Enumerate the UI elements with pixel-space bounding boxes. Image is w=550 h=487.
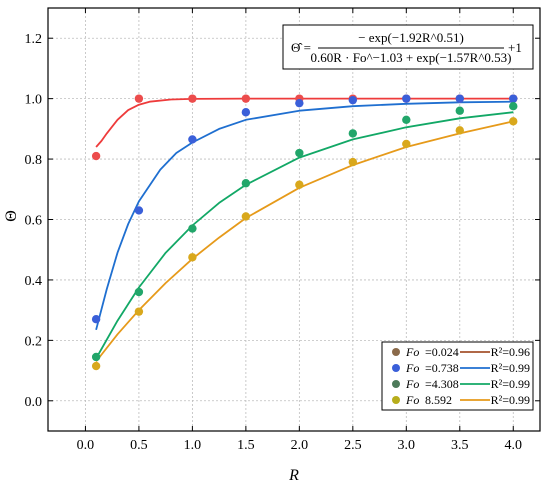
data-point-series-2 <box>295 148 304 158</box>
data-point-series-2 <box>188 224 197 233</box>
data-point-series-0 <box>91 151 101 161</box>
legend-r2-label: R²=0.96 <box>491 345 530 359</box>
legend-marker-series-3 <box>392 396 400 404</box>
data-point-series-1 <box>241 108 251 117</box>
axis-ticks: 0.0 0.5 1.0 1.5 2.0 2.5 3.0 3.5 4.00.00.20.40.60… <box>25 8 540 453</box>
data-point-series-3 <box>295 180 304 189</box>
legend-fo-value: =0.024 <box>425 345 459 359</box>
fit-line-series-0 <box>95 97 514 148</box>
formula-numerator: − exp(−1.92R^0.51) <box>358 30 464 45</box>
data-point-series-1 <box>509 94 518 103</box>
fit-line-series-3 <box>95 120 514 363</box>
data-point-series-2 <box>509 101 518 111</box>
x-tick-label: 2.5 <box>344 438 362 453</box>
legend-frame <box>381 341 534 411</box>
fit-line-series-2 <box>95 111 514 359</box>
legend-fo-label: Fo <box>405 377 419 391</box>
data-point-series-3 <box>188 253 197 262</box>
data-point-series-1 <box>402 94 411 103</box>
data-point-series-3 <box>455 126 464 135</box>
legend-marker-series-2 <box>392 380 400 388</box>
legend-r2-label: R²=0.99 <box>491 393 530 407</box>
data-point-series-1 <box>91 315 101 324</box>
data-point-series-3 <box>134 307 144 316</box>
data-point-series-3 <box>91 361 101 371</box>
data-point-series-1 <box>348 95 358 105</box>
y-tick-label: 0.2 <box>25 334 43 349</box>
legend: Fo =0.024 R²=0.96 Fo =0.738 R²=0.99 Fo =4.308 R²… <box>381 341 534 411</box>
legend-fo-value: =0.738 <box>425 361 459 375</box>
data-point-series-3 <box>509 117 518 126</box>
legend-fo-value: 8.592 <box>425 393 452 407</box>
y-tick-label: 0.4 <box>25 274 43 289</box>
data-point-series-3 <box>241 212 251 221</box>
fit-lines <box>95 97 514 363</box>
data-point-series-2 <box>91 352 101 362</box>
data-point-series-2 <box>241 179 251 188</box>
formula-denominator: 0.60R · Fo^−1.03 + exp(−1.57R^0.53) <box>310 50 511 65</box>
y-tick-label: 0.6 <box>25 214 43 229</box>
x-tick-label: 1.0 <box>184 438 202 453</box>
data-point-series-3 <box>348 157 358 167</box>
data-point-series-1 <box>134 206 144 215</box>
legend-fo-label: Fo <box>405 361 419 375</box>
legend-fo-label: Fo <box>405 345 419 359</box>
legend-entries: Fo =0.024 R²=0.96 Fo =0.738 R²=0.99 Fo =4.308 R²… <box>392 345 530 407</box>
data-point-series-3 <box>402 139 411 149</box>
formula-lhs: Θ̂ = <box>291 40 311 55</box>
formula-frame <box>282 24 534 70</box>
formula-suffix: +1 <box>508 40 522 55</box>
y-axis-title: Θ <box>3 210 20 222</box>
legend-marker-series-1 <box>392 364 400 372</box>
x-tick-label: 1.5 <box>237 438 255 453</box>
data-point-series-2 <box>402 115 411 124</box>
x-tick-label: 3.5 <box>451 438 469 453</box>
y-tick-label: 1.0 <box>25 93 43 108</box>
data-point-series-2 <box>348 129 358 138</box>
data-points <box>91 94 518 371</box>
data-point-series-1 <box>295 98 304 108</box>
y-tick-label: 0.8 <box>25 153 43 168</box>
data-point-series-2 <box>455 106 464 115</box>
formula-box: Θ̂ = − exp(−1.92R^0.51) 0.60R · Fo^−1.03… <box>282 24 534 70</box>
x-tick-label: 3.0 <box>398 438 416 453</box>
data-point-series-2 <box>134 287 144 297</box>
data-point-series-0 <box>134 94 144 103</box>
legend-fo-label: Fo <box>405 393 419 407</box>
data-point-series-0 <box>241 94 251 103</box>
x-tick-label: 0.0 <box>77 438 95 453</box>
data-point-series-1 <box>455 94 464 103</box>
y-tick-label: 0.0 <box>25 395 43 410</box>
data-point-series-1 <box>188 135 197 144</box>
y-tick-label: 1.2 <box>25 32 43 47</box>
legend-fo-value: =4.308 <box>425 377 459 391</box>
x-tick-label: 2.0 <box>291 438 309 453</box>
legend-r2-label: R²=0.99 <box>491 377 530 391</box>
x-tick-label: 0.5 <box>130 438 148 453</box>
x-axis-title: R <box>288 467 299 484</box>
legend-r2-label: R²=0.99 <box>491 361 530 375</box>
legend-marker-series-0 <box>392 348 400 356</box>
data-point-series-0 <box>188 94 197 103</box>
x-tick-label: 4.0 <box>505 438 523 453</box>
